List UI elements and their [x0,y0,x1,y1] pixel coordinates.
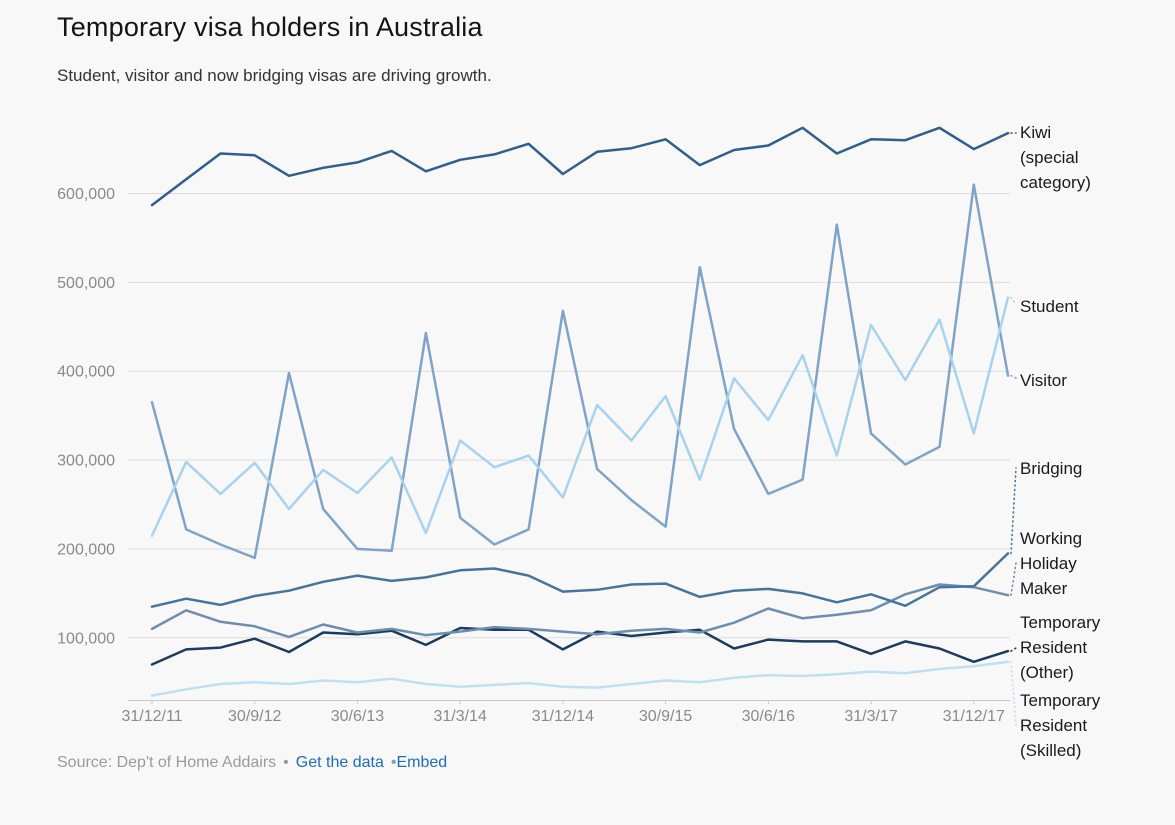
x-axis-label: 31/12/11 [121,708,182,725]
leader-line-temporary-resident-other [1010,647,1017,652]
y-axis-label: 200,000 [57,541,115,558]
bullet-separator: • [283,754,289,771]
x-axis-label: 31/12/14 [532,708,594,725]
source-text: Source: Dep't of Home Addairs [57,754,277,771]
series-line-student [150,296,1010,537]
x-axis-label: 30/6/13 [331,708,384,725]
series-line-working-holiday-maker [150,583,1010,639]
chart-title: Temporary visa holders in Australia [57,12,483,42]
leader-line-student [1010,296,1017,305]
chart-subtitle: Student, visitor and now bridging visas … [57,66,492,85]
source-line: Source: Dep't of Home Addairs • Get the da… [57,754,447,772]
series-line-kiwi-special-category [150,126,1010,207]
x-axis-label: 31/3/14 [433,708,486,725]
x-axis-label: 30/6/16 [742,708,795,725]
x-axis-label: 31/3/17 [844,708,897,725]
series-label-visitor: Visitor [1020,371,1067,390]
series-label-kiwi-special-category: Kiwi (special category) [1020,123,1091,192]
series-line-bridging [150,552,1010,608]
y-axis-label: 500,000 [57,275,115,292]
y-axis-label: 600,000 [57,186,115,203]
x-axis-label: 30/9/15 [639,708,692,725]
series-label-working-holiday-maker: Working Holiday Maker [1020,529,1083,598]
series-line-temporary-resident-other [150,626,1010,666]
x-axis-label: 30/9/12 [228,708,281,725]
leader-line-temporary-resident-skilled [1010,660,1017,726]
leader-line-working-holiday-maker [1010,562,1017,596]
series-line-temporary-resident-skilled [150,660,1010,697]
series-line-visitor [150,183,1010,560]
series-label-student: Student [1020,297,1079,316]
leader-line-bridging [1010,467,1017,555]
y-axis-label: 300,000 [57,453,115,470]
series-label-temporary-resident-other: Temporary Resident (Other) [1020,613,1101,682]
y-axis-label: 400,000 [57,364,115,381]
series-label-bridging: Bridging [1020,459,1083,478]
bullet-separator: • [390,754,397,771]
x-axis-label: 31/12/17 [943,708,1005,725]
get-the-data-link[interactable]: Get the data [295,754,384,771]
y-axis-label: 100,000 [57,630,115,647]
series-label-temporary-resident-skilled: Temporary Resident (Skilled) [1020,691,1101,760]
leader-line-visitor [1010,374,1017,379]
embed-link[interactable]: Embed [396,754,448,771]
